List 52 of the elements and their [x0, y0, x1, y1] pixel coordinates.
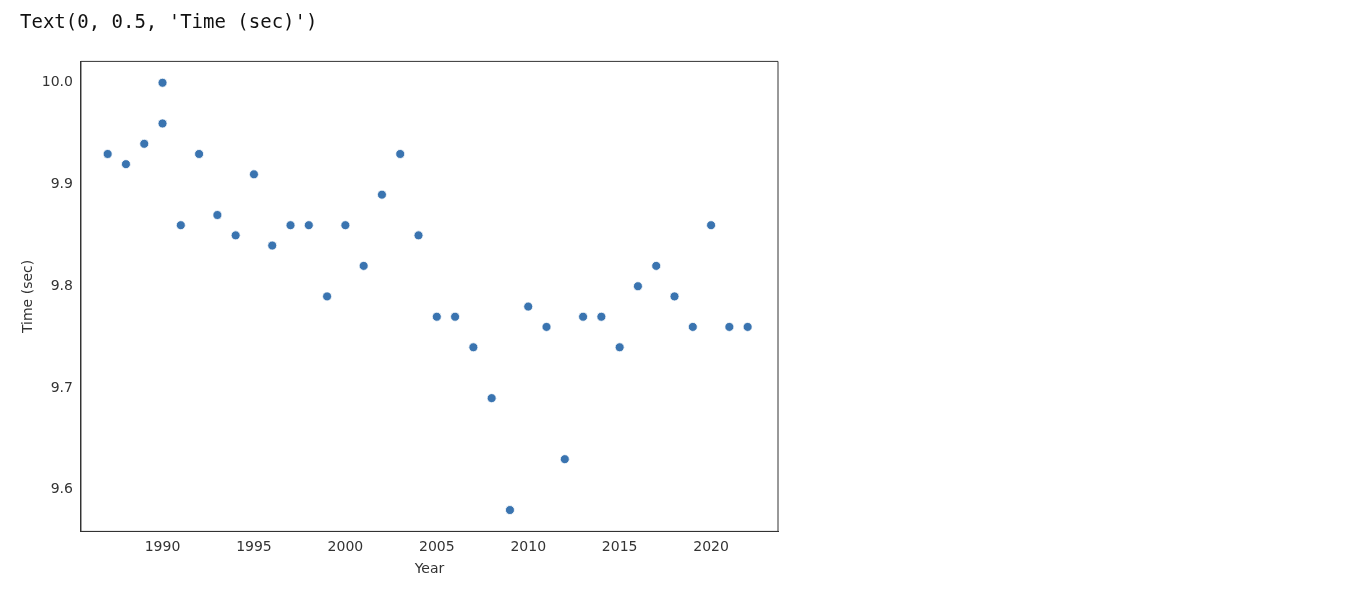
point — [486, 393, 497, 404]
point — [742, 322, 753, 332]
point — [596, 311, 607, 322]
point — [157, 77, 168, 88]
y-tick-label: 9.7 — [50, 378, 73, 395]
point — [669, 291, 680, 302]
point — [358, 260, 369, 271]
point — [578, 311, 588, 322]
point — [322, 291, 332, 302]
y-tick-label: 9.9 — [50, 175, 73, 192]
point — [139, 138, 150, 149]
point — [431, 311, 442, 322]
y-axis-title: Time (sec) — [19, 259, 36, 335]
point — [194, 149, 204, 159]
y-tick-label: 9.8 — [50, 276, 73, 293]
point — [340, 220, 351, 231]
y-tick-label: 9.6 — [50, 480, 74, 497]
point — [121, 159, 131, 170]
point — [303, 220, 314, 231]
point — [212, 210, 223, 220]
point — [651, 260, 662, 271]
x-tick-label: 1990 — [144, 538, 181, 555]
point — [395, 149, 406, 159]
x-tick-label: 2010 — [510, 538, 547, 555]
point — [468, 342, 479, 353]
point — [230, 230, 241, 241]
point — [157, 118, 168, 129]
point — [724, 322, 735, 332]
point — [249, 169, 259, 180]
y-tick-label: 10.0 — [41, 73, 73, 90]
point — [559, 454, 570, 465]
point — [377, 189, 387, 200]
x-tick-label: 2005 — [418, 538, 455, 555]
x-axis-title: Year — [413, 560, 445, 577]
point — [541, 322, 552, 332]
x-tick-label: 2000 — [327, 538, 364, 555]
point — [505, 505, 515, 515]
point — [175, 220, 186, 231]
point — [614, 342, 625, 353]
point — [413, 230, 424, 241]
point — [450, 311, 460, 322]
point — [285, 220, 296, 231]
point — [102, 149, 113, 159]
point — [633, 281, 643, 292]
point — [523, 301, 534, 312]
x-tick-label: 2015 — [601, 538, 638, 555]
text: Text(0, 0.5, 'Time (sec)') — [20, 10, 319, 34]
x-tick-label: 2020 — [693, 538, 729, 555]
x-tick-label: 1995 — [236, 538, 272, 555]
point — [267, 240, 278, 251]
point — [706, 220, 716, 231]
point — [687, 322, 698, 332]
